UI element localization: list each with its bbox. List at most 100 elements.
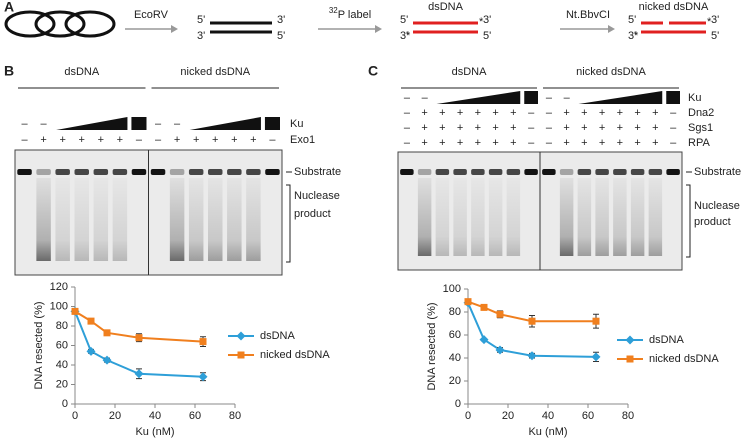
group-label: nicked dsDNA — [180, 66, 250, 78]
smear — [453, 178, 467, 256]
sign: + — [617, 107, 623, 119]
sign: + — [599, 137, 605, 149]
sign: – — [546, 137, 553, 149]
legend-marker — [625, 335, 635, 345]
y-tick-label: 100 — [50, 300, 68, 312]
product-bracket — [686, 184, 691, 258]
sign: – — [546, 92, 553, 104]
sign: – — [155, 134, 162, 146]
sign: – — [155, 118, 162, 130]
end-label: 5' — [400, 14, 408, 26]
end-label: 5' — [483, 30, 491, 42]
smear — [648, 178, 663, 256]
end-label: 5' — [711, 30, 719, 42]
sign: + — [174, 134, 180, 146]
legend-marker — [237, 351, 245, 359]
y-axis-label: DNA resected (%) — [33, 301, 45, 389]
band — [112, 169, 128, 175]
smear — [74, 178, 89, 261]
band — [666, 169, 680, 175]
sign: – — [546, 107, 553, 119]
band — [208, 169, 223, 175]
group-label: nicked dsDNA — [576, 66, 646, 78]
sign: + — [457, 107, 463, 119]
sign: + — [421, 107, 427, 119]
sign: – — [670, 137, 677, 149]
sign: – — [528, 122, 535, 134]
sign: + — [421, 137, 427, 149]
sign: + — [617, 122, 623, 134]
row-label: RPA — [688, 137, 710, 149]
band — [227, 169, 242, 175]
smear — [613, 178, 627, 256]
label-star: * — [707, 16, 712, 28]
x-tick-label: 80 — [229, 410, 241, 422]
label-star: * — [479, 16, 484, 28]
sign: + — [510, 122, 516, 134]
saturation-box — [524, 91, 538, 104]
step-label: EcoRV — [134, 9, 169, 21]
end-label: 5' — [197, 14, 205, 26]
sign: – — [422, 92, 429, 104]
sign: – — [21, 134, 28, 146]
band — [524, 169, 538, 175]
band — [559, 169, 574, 175]
sign: – — [546, 122, 553, 134]
marker — [592, 317, 600, 325]
band — [471, 169, 485, 175]
y-tick-label: 40 — [449, 352, 461, 364]
x-axis-label: Ku (nM) — [528, 426, 567, 438]
smear — [112, 178, 128, 261]
label-star: * — [634, 30, 639, 42]
product-label: dsDNA — [428, 1, 464, 13]
row-label: Dna2 — [688, 107, 714, 119]
marker — [199, 338, 207, 346]
group-label: dsDNA — [64, 66, 100, 78]
sign: + — [599, 107, 605, 119]
sign: – — [404, 122, 411, 134]
row-label: Ku — [290, 118, 303, 130]
sign: + — [421, 122, 427, 134]
sign: + — [581, 137, 587, 149]
sign: + — [212, 134, 218, 146]
legend-label: dsDNA — [649, 334, 685, 346]
marker — [496, 310, 504, 318]
band — [188, 169, 204, 175]
end-label: 3' — [711, 14, 719, 26]
band — [150, 169, 166, 175]
x-tick-label: 20 — [109, 410, 121, 422]
sign: – — [528, 137, 535, 149]
row-label: Sgs1 — [688, 122, 713, 134]
panel-label: B — [4, 63, 14, 79]
legend-marker — [236, 331, 246, 341]
y-tick-label: 40 — [56, 359, 68, 371]
x-axis-label: Ku (nM) — [135, 426, 174, 438]
arrow-head — [171, 25, 178, 33]
plasmid — [4, 10, 116, 38]
arrow-head — [608, 25, 615, 33]
saturation-box — [666, 91, 680, 104]
sign: + — [475, 122, 481, 134]
panel-label: A — [4, 0, 14, 15]
titration-wedge — [578, 91, 663, 104]
end-label: 3' — [483, 14, 491, 26]
saturation-box — [131, 117, 147, 130]
y-tick-label: 80 — [449, 306, 461, 318]
band — [630, 169, 645, 175]
sign: + — [510, 107, 516, 119]
smear — [188, 178, 204, 261]
arrow-head — [375, 25, 382, 33]
sign: + — [617, 137, 623, 149]
band — [246, 169, 261, 175]
x-tick-label: 20 — [502, 410, 514, 422]
smear — [36, 178, 51, 261]
marker — [528, 317, 536, 325]
sign: – — [136, 134, 143, 146]
marker — [102, 355, 112, 365]
smear — [227, 178, 242, 261]
sign: – — [528, 107, 535, 119]
marker — [479, 335, 489, 345]
sign: + — [599, 122, 605, 134]
sign: + — [79, 134, 85, 146]
y-tick-label: 60 — [449, 329, 461, 341]
